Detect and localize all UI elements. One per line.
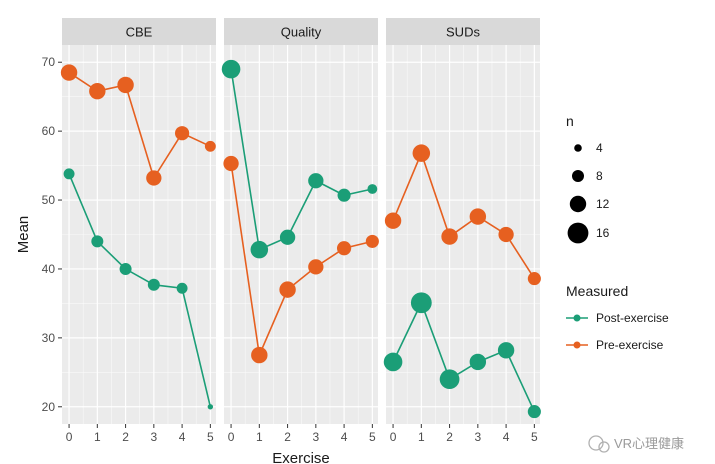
x-tick-label: 3 [312, 430, 319, 444]
strip-background [386, 18, 540, 45]
data-point-pre-exercise [223, 155, 239, 172]
data-point-pre-exercise [498, 226, 514, 243]
data-point-post-exercise [63, 168, 75, 180]
data-point-pre-exercise [441, 228, 458, 245]
series-line-pre-exercise [392, 150, 536, 280]
data-point-pre-exercise [384, 212, 402, 229]
size-legend-key [572, 170, 584, 182]
size-legend-label: 16 [596, 226, 610, 240]
data-point-post-exercise [527, 405, 541, 419]
x-tick-label: 5 [369, 430, 376, 444]
data-point-post-exercise [250, 240, 269, 259]
data-point-pre-exercise [60, 64, 78, 81]
data-point-pre-exercise [204, 140, 216, 152]
data-point-post-exercise [91, 235, 104, 248]
data-point-pre-exercise [469, 208, 487, 225]
watermark: VR心理健康 [588, 435, 684, 453]
x-tick-label: 1 [256, 430, 263, 444]
x-tick-label: 5 [531, 430, 538, 444]
data-point-post-exercise [469, 353, 487, 371]
data-point-post-exercise [497, 342, 515, 359]
size-legend-label: 4 [596, 141, 603, 155]
data-point-pre-exercise [89, 82, 106, 100]
data-point-post-exercise [119, 262, 132, 275]
panel-quality: Quality 0 1 2 3 4 5 [221, 18, 379, 444]
strip-background [62, 18, 216, 45]
data-point-post-exercise [410, 292, 432, 314]
data-point-pre-exercise [117, 76, 134, 94]
strip-label: Quality [281, 25, 322, 40]
x-tick-label: 2 [122, 430, 129, 444]
color-legend-label: Pre-exercise [596, 338, 664, 352]
color-legend-title: Measured [566, 283, 628, 299]
legend: n 4 8 12 16 Measured Post-exercise Pre-exercise [566, 113, 669, 352]
size-legend-key [569, 195, 587, 213]
y-axis-title: Mean [15, 216, 32, 254]
data-point-post-exercise [367, 184, 378, 194]
y-tick-label: 20 [42, 400, 56, 414]
data-point-pre-exercise [251, 346, 268, 364]
size-legend-key [567, 222, 589, 244]
x-tick-label: 1 [418, 430, 425, 444]
watermark-logo-icon [598, 441, 610, 453]
x-tick-label: 3 [150, 430, 157, 444]
data-point-pre-exercise [365, 234, 379, 248]
data-point-pre-exercise [336, 241, 352, 256]
size-legend-title: n [566, 113, 574, 129]
x-tick-label: 0 [228, 430, 235, 444]
data-point-post-exercise [439, 369, 460, 390]
x-tick-label: 4 [341, 430, 348, 444]
y-tick-label: 70 [42, 55, 56, 69]
x-tick-label: 4 [179, 430, 186, 444]
strip-label: CBE [126, 25, 153, 40]
y-tick-label: 30 [42, 331, 56, 345]
x-tick-label: 0 [66, 430, 73, 444]
x-tick-label: 0 [390, 430, 397, 444]
data-point-post-exercise [207, 404, 214, 410]
data-point-pre-exercise [412, 144, 431, 162]
data-point-post-exercise [176, 282, 188, 294]
data-point-post-exercise [337, 188, 351, 202]
panel-cbe: CBE 0 1 2 3 4 5 [60, 18, 216, 444]
strip-background [224, 18, 378, 45]
watermark-logo-icon [588, 435, 604, 451]
data-point-post-exercise [147, 278, 160, 291]
data-point-post-exercise [308, 173, 324, 189]
x-tick-label: 3 [474, 430, 481, 444]
x-tick-label: 5 [207, 430, 214, 444]
data-point-post-exercise [279, 229, 296, 245]
panel-suds: SUDs 0 1 2 3 4 5 [383, 18, 541, 444]
x-tick-label: 2 [284, 430, 291, 444]
strip-label: SUDs [446, 25, 480, 40]
series-line-post-exercise [392, 300, 536, 412]
data-point-post-exercise [221, 59, 241, 79]
data-point-pre-exercise [527, 272, 541, 286]
data-point-pre-exercise [279, 281, 296, 298]
data-point-post-exercise [383, 352, 403, 372]
series-line-post-exercise [68, 173, 212, 407]
color-legend-key [573, 341, 581, 349]
x-axis-title: Exercise [272, 450, 330, 464]
color-legend-key [573, 314, 581, 322]
size-legend-label: 8 [596, 169, 603, 183]
y-tick-label: 40 [42, 262, 56, 276]
x-tick-label: 2 [446, 430, 453, 444]
data-point-pre-exercise [174, 126, 190, 141]
watermark-text: VR心理健康 [614, 436, 684, 451]
size-legend-key [574, 144, 582, 152]
data-point-pre-exercise [146, 170, 162, 186]
size-legend-label: 12 [596, 197, 610, 211]
y-tick-label: 50 [42, 193, 56, 207]
x-tick-label: 1 [94, 430, 101, 444]
data-point-pre-exercise [308, 259, 324, 275]
color-legend-label: Post-exercise [596, 311, 669, 325]
y-tick-label: 60 [42, 124, 56, 138]
x-tick-label: 4 [503, 430, 510, 444]
